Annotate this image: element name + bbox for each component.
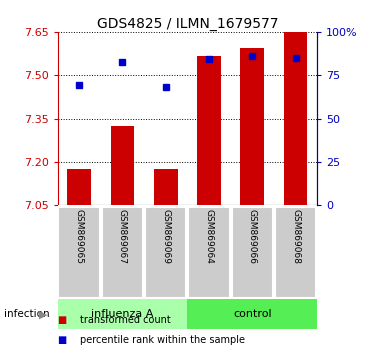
Bar <box>145 207 187 298</box>
Text: GSM869066: GSM869066 <box>248 209 257 264</box>
Text: ■: ■ <box>58 335 67 345</box>
Bar <box>187 299 317 329</box>
Text: GSM869068: GSM869068 <box>291 209 300 264</box>
Bar <box>284 30 308 205</box>
Bar <box>240 48 264 205</box>
Bar <box>67 169 91 205</box>
Bar <box>154 169 178 205</box>
Bar <box>102 207 143 298</box>
Text: control: control <box>233 309 272 319</box>
Text: ▶: ▶ <box>39 309 47 319</box>
Bar <box>111 126 134 205</box>
Text: ■: ■ <box>58 315 67 325</box>
Bar <box>58 207 100 298</box>
Text: percentile rank within the sample: percentile rank within the sample <box>80 335 245 345</box>
Bar <box>188 207 230 298</box>
Text: GSM869067: GSM869067 <box>118 209 127 264</box>
Bar <box>197 56 221 205</box>
Text: GSM869065: GSM869065 <box>75 209 83 264</box>
Bar <box>232 207 273 298</box>
Text: influenza A: influenza A <box>91 309 154 319</box>
Title: GDS4825 / ILMN_1679577: GDS4825 / ILMN_1679577 <box>96 17 278 31</box>
Bar <box>275 207 316 298</box>
Text: transformed count: transformed count <box>80 315 171 325</box>
Text: infection: infection <box>4 309 49 319</box>
Bar <box>58 299 187 329</box>
Text: GSM869069: GSM869069 <box>161 209 170 264</box>
Text: GSM869064: GSM869064 <box>204 209 213 264</box>
